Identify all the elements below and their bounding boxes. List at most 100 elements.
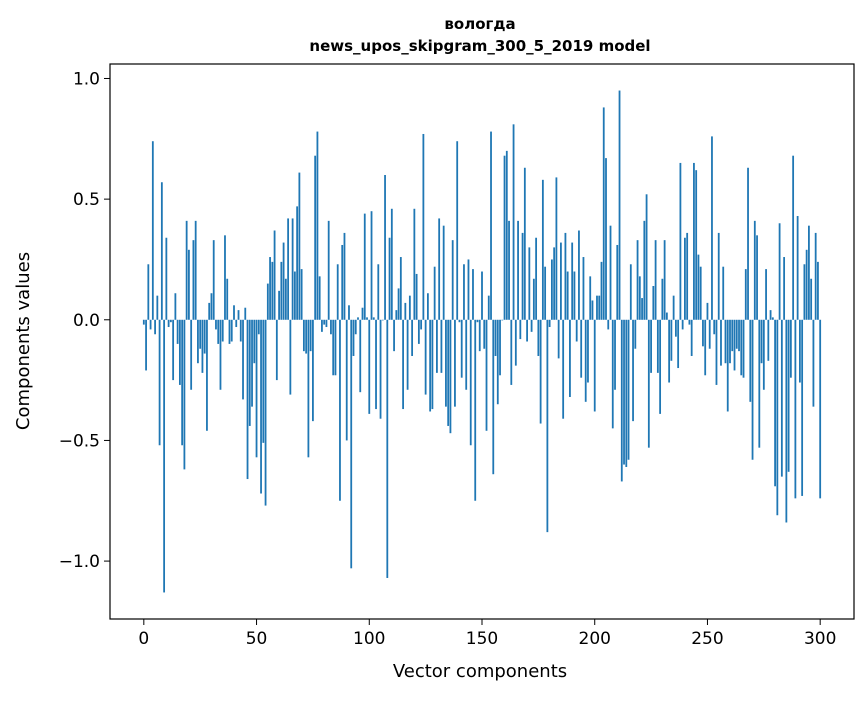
bar-component-80 [323, 319, 326, 325]
y-tick-label: 0.0 [73, 311, 100, 331]
bar-component-279 [771, 317, 774, 320]
bar-component-128 [431, 319, 434, 410]
bar-component-299 [817, 261, 819, 320]
bar-component-95 [357, 317, 359, 320]
bar-component-59 [275, 319, 278, 381]
bar-component-58 [273, 230, 276, 320]
bar-component-135 [447, 319, 450, 426]
bar-component-72 [305, 319, 308, 354]
bar-component-7 [158, 319, 161, 446]
bar-component-84 [332, 319, 335, 376]
bar-component-31 [212, 240, 215, 320]
bar-component-138 [454, 319, 456, 407]
bar-component-283 [780, 319, 783, 477]
bar-component-170 [526, 319, 528, 342]
bar-component-144 [467, 259, 470, 320]
bar-component-214 [625, 319, 628, 467]
bar-component-219 [636, 240, 639, 320]
bar-component-200 [593, 319, 596, 412]
plot-frame [109, 63, 855, 620]
bar-component-278 [769, 310, 772, 320]
bar-component-244 [693, 162, 695, 320]
y-tick-label: −0.5 [59, 431, 100, 451]
bar-component-288 [792, 155, 795, 320]
bar-component-57 [271, 261, 274, 320]
bar-component-203 [600, 261, 603, 320]
bar-component-4 [151, 141, 154, 320]
bar-component-11 [167, 319, 170, 328]
bar-component-163 [510, 319, 513, 385]
bar-component-100 [368, 319, 371, 414]
bar-component-206 [607, 319, 610, 330]
bar-component-149 [478, 319, 481, 352]
bar-component-92 [350, 319, 353, 569]
bar-component-270 [751, 319, 754, 460]
bar-component-55 [266, 283, 269, 320]
bar-component-267 [744, 269, 747, 320]
bar-component-82 [327, 220, 330, 320]
bar-component-241 [686, 232, 689, 320]
x-tick-label: 250 [691, 629, 723, 649]
bar-component-153 [487, 295, 490, 320]
bar-component-212 [620, 319, 623, 482]
bar-component-175 [537, 319, 540, 356]
bar-component-216 [629, 264, 632, 320]
bar-component-30 [210, 293, 213, 320]
bar-component-164 [512, 124, 515, 320]
bar-component-33 [217, 319, 220, 344]
bar-component-195 [582, 257, 585, 320]
bar-component-284 [783, 257, 786, 320]
bar-component-56 [269, 257, 271, 320]
bar-component-73 [307, 319, 310, 458]
bar-component-130 [436, 319, 438, 373]
bar-component-235 [672, 295, 675, 320]
bar-component-35 [221, 319, 224, 342]
bar-component-125 [424, 319, 427, 395]
bar-component-282 [778, 223, 781, 320]
bar-component-239 [681, 319, 684, 330]
bar-component-50 [255, 319, 258, 458]
bar-component-45 [244, 307, 247, 320]
bar-component-286 [787, 319, 790, 472]
bar-component-179 [546, 319, 549, 533]
bar-component-116 [404, 302, 407, 320]
bar-component-29 [208, 302, 211, 320]
bar-component-17 [181, 319, 184, 446]
bar-component-75 [312, 319, 314, 422]
x-tick-label: 100 [353, 629, 385, 649]
bar-component-201 [596, 295, 598, 320]
bar-component-300 [819, 319, 822, 499]
bar-component-141 [460, 319, 463, 378]
bar-component-15 [176, 319, 179, 344]
bar-component-183 [555, 177, 558, 320]
bar-component-233 [668, 319, 671, 383]
bar-component-85 [334, 319, 337, 376]
bar-component-37 [226, 278, 229, 320]
bar-component-112 [395, 310, 398, 320]
bar-component-136 [449, 319, 452, 434]
bar-component-159 [501, 319, 504, 321]
bar-component-121 [415, 273, 418, 320]
bar-component-256 [720, 319, 722, 366]
bar-component-0 [142, 319, 145, 325]
bar-component-142 [463, 264, 465, 320]
bar-component-186 [562, 319, 565, 419]
bar-component-226 [652, 286, 655, 320]
bar-component-106 [381, 319, 384, 321]
bar-component-218 [634, 319, 637, 349]
bar-component-187 [564, 232, 567, 320]
bar-component-231 [663, 240, 666, 320]
bar-component-247 [699, 266, 702, 320]
bar-component-227 [654, 240, 657, 320]
bar-component-193 [578, 230, 580, 320]
bar-component-292 [801, 319, 804, 496]
bar-component-64 [287, 218, 290, 320]
bar-component-162 [508, 220, 510, 320]
bar-component-234 [670, 319, 673, 361]
bar-component-230 [661, 278, 664, 320]
bar-component-152 [485, 319, 488, 431]
bar-component-255 [717, 232, 720, 320]
bar-component-189 [569, 319, 571, 397]
bar-component-53 [262, 319, 265, 443]
bar-component-262 [733, 319, 736, 371]
